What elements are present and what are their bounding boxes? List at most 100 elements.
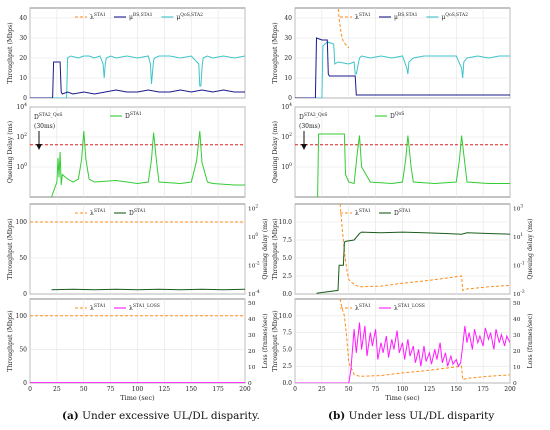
xtick-label-a4: 150: [186, 386, 198, 393]
annotation-arrowhead-b2: [301, 144, 307, 150]
series-line-b1-0: [337, 8, 350, 49]
y2tick-label-b3: 103: [513, 205, 523, 213]
caption-b: (b) Under less UL/DL disparity: [328, 410, 494, 422]
ytick-label-b2: 102: [281, 132, 292, 141]
ytick-label-b4: 7.5: [282, 330, 292, 337]
ytick-label-b2: 100: [281, 162, 292, 171]
ytick-label-a1: 0: [23, 95, 27, 102]
ytick-label-b4: 10.0: [279, 313, 293, 320]
y2tick-label-a3: 100: [248, 233, 258, 241]
y2tick-label-b4: 0: [513, 381, 517, 387]
ytick-label-a4: 0: [23, 380, 27, 387]
y2tick-label-b4: 40: [513, 317, 521, 323]
legend-label-a3-1: DSTA1: [129, 208, 146, 217]
ytick-label-b1: 40: [284, 15, 292, 22]
xtick-label-a4: 25: [53, 386, 61, 393]
series-line-b4-0: [339, 299, 510, 381]
y2-axis-label-b4: Loss (frames/sec): [527, 313, 534, 368]
annotation-label-b2: (30ms): [299, 123, 320, 130]
ytick-label-b3: 7.5: [282, 237, 292, 244]
ytick-label-b4: 5.0: [282, 346, 292, 353]
ytick-label-a3: 0: [23, 291, 27, 298]
legend-label-a1-2: μQoS,STA2: [176, 12, 203, 21]
ytick-label-a4: 100: [16, 313, 28, 320]
y2tick-label-b3: 10-3: [513, 290, 525, 298]
ytick-label-a1: 40: [19, 15, 27, 22]
xtick-label-b4: 25: [318, 386, 326, 393]
y2tick-label-a4: 0: [248, 381, 252, 387]
series-line-b2-1: [316, 133, 510, 197]
y2tick-label-b4: 50: [513, 301, 521, 307]
series-line-b1-2: [295, 37, 510, 98]
legend-label-b1-2: μQoS,STA2: [441, 12, 468, 21]
ytick-label-b1: 30: [284, 35, 292, 42]
legend-label-b1-0: λSTA1: [355, 12, 371, 21]
y2tick-label-a3: 102: [248, 205, 258, 213]
ytick-label-b3: 10.0: [279, 219, 293, 226]
legend-label-a2-0: DSTA1: [125, 111, 142, 120]
x-axis-label-b4: Time (sec): [385, 394, 420, 402]
ytick-label-b1: 10: [284, 75, 292, 82]
xtick-label-a4: 75: [107, 386, 115, 393]
ytick-label-a1: 20: [19, 55, 27, 62]
legend-label-b4-1: λSTA1_LOSS: [394, 303, 425, 312]
ytick-label-b4: 2.5: [282, 363, 292, 370]
ytick-label-b1: 0: [288, 95, 292, 102]
series-line-b1-1: [295, 41, 510, 98]
ytick-label-b4: 0.0: [282, 380, 292, 387]
y2tick-label-a4: 50: [248, 301, 256, 307]
y2tick-label-b4: 30: [513, 333, 521, 339]
y2tick-label-a3: 10-2: [248, 262, 260, 270]
xtick-label-b4: 100: [397, 386, 409, 393]
y2-axis-label-a3: Queuing delay (ms): [262, 218, 269, 279]
legend-label-a4-1: λSTA1_LOSS: [129, 303, 160, 312]
xtick-label-b4: 150: [451, 386, 463, 393]
y-axis-label-a2: Queuing Delay (ms): [7, 121, 14, 183]
xtick-label-b4: 200: [504, 386, 516, 393]
y2tick-label-a4: 30: [248, 333, 256, 339]
ytick-label-b1: 20: [284, 55, 292, 62]
ytick-label-b3: 0.0: [282, 291, 292, 298]
y2-axis-label-a4: Loss (frames/sec): [262, 313, 269, 368]
xtick-label-a4: 200: [239, 386, 251, 393]
y2-axis-label-b3: Queuing delay (ms): [527, 218, 534, 279]
xtick-label-b4: 0: [293, 386, 297, 393]
ytick-label-a4: 50: [19, 346, 27, 353]
y2tick-label-b3: 10-1: [513, 262, 525, 270]
legend-label-a4-0: λSTA1: [90, 303, 106, 312]
y2tick-label-b3: 101: [513, 233, 523, 241]
xtick-label-b4: 50: [345, 386, 353, 393]
legend-label-b3-1: DSTA1: [394, 208, 411, 217]
xtick-label-a4: 100: [132, 386, 144, 393]
caption-b-text: Under less UL/DL disparity: [348, 410, 495, 422]
xtick-label-b4: 125: [424, 386, 436, 393]
caption-a-text: Under excessive UL/DL disparity.: [82, 410, 260, 422]
legend-label-b1-1: μBS,STA1: [394, 12, 418, 21]
y-axis-label-b4: Throughput (Mbps): [272, 310, 279, 371]
legend-label-b3-0: λSTA1: [355, 208, 371, 217]
caption-b-label: (b): [328, 410, 346, 422]
legend-label-b2-0: DQoS: [390, 111, 404, 120]
legend-label-a1-1: μBS,STA1: [129, 12, 153, 21]
series-line-b3-0: [339, 204, 510, 292]
annotation-arrowhead-a2: [36, 144, 42, 150]
legend-label-b4-0: λSTA1: [355, 303, 371, 312]
ytick-label-a2: 100: [16, 162, 27, 171]
ytick-label-b2: 104: [281, 102, 292, 111]
ytick-label-a2: 104: [16, 102, 27, 111]
xtick-label-a4: 125: [159, 386, 171, 393]
xtick-label-b4: 175: [477, 386, 489, 393]
y2tick-label-b4: 20: [513, 349, 521, 355]
y-axis-label-a3: Throughput (Mbps): [7, 218, 14, 279]
ytick-label-a3: 100: [16, 219, 28, 226]
ytick-label-a1: 10: [19, 75, 27, 82]
series-line-a2-1: [51, 130, 245, 197]
annotation-label-b2: DSTA2_QoS: [299, 112, 328, 121]
x-axis-label-a4: Time (sec): [120, 394, 155, 402]
ytick-label-a2: 102: [16, 132, 27, 141]
y-axis-label-a4: Throughput (Mbps): [7, 310, 14, 371]
y2tick-label-b4: 10: [513, 365, 521, 371]
y2tick-label-a4: 10: [248, 365, 256, 371]
caption-a: (a) Under excessive UL/DL disparity.: [62, 410, 260, 422]
